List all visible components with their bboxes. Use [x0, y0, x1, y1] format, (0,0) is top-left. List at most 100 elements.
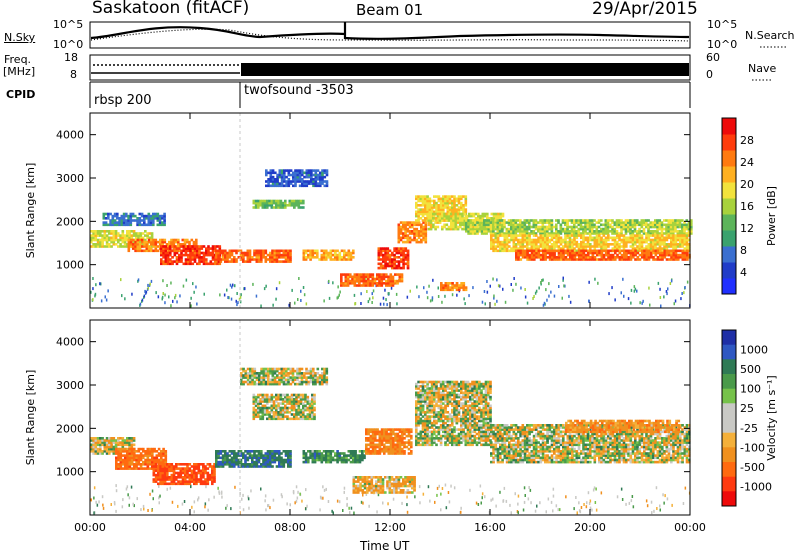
data-cell	[575, 236, 579, 240]
data-cell	[257, 413, 260, 416]
data-cell	[140, 212, 144, 216]
data-cell	[419, 212, 423, 216]
data-cell	[462, 286, 466, 289]
data-cell	[663, 251, 667, 255]
data-cell	[496, 219, 500, 222]
data-cell	[139, 467, 143, 470]
data-cell	[633, 221, 637, 224]
data-cell	[145, 240, 149, 244]
speckle-cell	[382, 296, 385, 300]
data-cell	[569, 258, 572, 261]
data-cell	[295, 201, 298, 205]
data-cell	[257, 249, 261, 253]
data-cell	[454, 221, 458, 224]
data-cell	[367, 277, 370, 281]
speckle-cell	[527, 497, 530, 501]
data-cell	[252, 402, 256, 405]
noise-strip	[89, 21, 691, 49]
data-cell	[170, 467, 174, 470]
data-cell	[391, 260, 394, 263]
data-cell	[421, 210, 425, 214]
data-cell	[521, 247, 525, 250]
data-cell	[271, 184, 275, 188]
data-cell	[302, 206, 305, 209]
data-cell	[582, 240, 585, 244]
data-cell	[454, 217, 458, 220]
data-cell	[589, 258, 592, 261]
data-cell	[261, 400, 265, 403]
data-cell	[347, 258, 351, 261]
data-cell	[413, 238, 416, 242]
speckle-cell	[633, 289, 636, 293]
data-cell	[685, 245, 689, 248]
data-cell	[512, 230, 515, 233]
speckle-cell	[98, 500, 100, 504]
data-cell	[546, 219, 549, 222]
data-cell	[498, 223, 502, 227]
data-cell	[434, 227, 437, 231]
data-cell	[560, 256, 563, 259]
data-cell	[263, 206, 267, 209]
data-cell	[166, 247, 170, 250]
data-cell	[647, 256, 651, 259]
data-cell	[643, 247, 646, 250]
data-cell	[284, 204, 287, 207]
data-cell	[237, 458, 241, 462]
freq-tick-top: 18	[64, 51, 78, 64]
data-cell	[444, 286, 448, 289]
data-cell	[523, 238, 527, 242]
data-cell	[217, 258, 220, 261]
data-cell	[532, 247, 536, 250]
data-cell	[257, 400, 260, 403]
data-cell	[230, 452, 234, 455]
data-cell	[683, 232, 686, 235]
data-cell	[435, 195, 438, 198]
data-cell	[553, 236, 556, 240]
data-cell	[647, 230, 650, 233]
data-cell	[371, 284, 375, 287]
data-cell	[305, 169, 309, 172]
data-cell	[144, 467, 147, 470]
speckle-cell	[365, 277, 367, 281]
data-cell	[618, 219, 621, 222]
data-cell	[399, 221, 403, 224]
data-cell	[170, 238, 173, 242]
data-cell	[399, 236, 403, 240]
data-cell	[651, 221, 655, 224]
data-cell	[274, 182, 277, 185]
data-cell	[539, 230, 542, 233]
data-cell	[271, 251, 274, 255]
data-cell	[413, 221, 416, 224]
data-cell	[211, 467, 214, 470]
data-cell	[435, 210, 438, 214]
data-cell	[470, 223, 473, 227]
data-cell	[649, 243, 653, 246]
speckle-cell	[144, 289, 146, 293]
speckle-cell	[656, 507, 658, 510]
speckle-cell	[366, 290, 368, 293]
data-cell	[674, 243, 678, 246]
data-cell	[221, 460, 225, 464]
data-cell	[257, 415, 260, 418]
speckle-cell	[447, 491, 450, 494]
data-cell	[371, 275, 375, 279]
data-cell	[490, 247, 493, 250]
speckle-cell	[530, 501, 532, 505]
data-cell	[618, 238, 621, 242]
speckle-cell	[597, 281, 599, 285]
data-cell	[266, 253, 270, 257]
speckle-cell	[195, 285, 197, 289]
data-cell	[417, 210, 420, 214]
data-cell	[145, 223, 148, 227]
data-cell	[604, 245, 608, 248]
data-cell	[312, 180, 315, 183]
data-cell	[494, 219, 497, 222]
data-cell	[254, 413, 258, 416]
data-cell	[153, 463, 156, 466]
data-cell	[557, 219, 560, 222]
data-cell	[505, 227, 509, 231]
data-cell	[188, 480, 192, 483]
data-cell	[450, 223, 453, 227]
data-cell	[161, 463, 165, 466]
speckle-cell	[92, 287, 94, 291]
